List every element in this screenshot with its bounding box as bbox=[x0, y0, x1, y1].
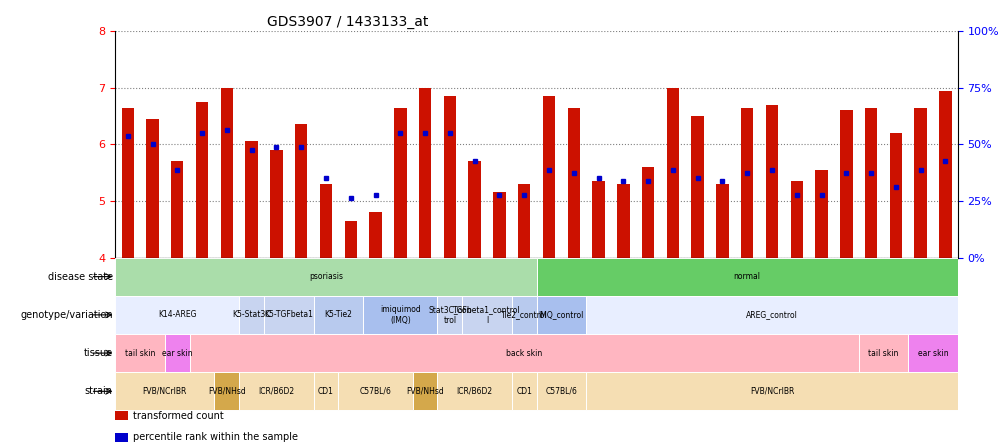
Bar bbox=[345, 221, 357, 258]
Text: Stat3C_con
trol: Stat3C_con trol bbox=[428, 305, 471, 325]
Bar bbox=[115, 258, 536, 296]
Text: K5-Stat3C: K5-Stat3C bbox=[232, 310, 271, 319]
Bar bbox=[394, 107, 406, 258]
Bar bbox=[369, 212, 382, 258]
Bar bbox=[189, 334, 858, 372]
Bar bbox=[536, 296, 585, 334]
Bar bbox=[220, 88, 232, 258]
Text: ICR/B6D2: ICR/B6D2 bbox=[259, 387, 295, 396]
Bar bbox=[889, 133, 901, 258]
Bar bbox=[815, 170, 827, 258]
Bar bbox=[914, 107, 926, 258]
Bar bbox=[171, 161, 183, 258]
Bar bbox=[536, 372, 585, 410]
Bar bbox=[468, 161, 480, 258]
Text: FVB/NHsd: FVB/NHsd bbox=[207, 387, 245, 396]
Text: tail skin: tail skin bbox=[868, 349, 898, 357]
Bar bbox=[592, 181, 604, 258]
Bar bbox=[740, 107, 753, 258]
Text: percentile rank within the sample: percentile rank within the sample bbox=[132, 432, 298, 442]
Text: AREG_control: AREG_control bbox=[745, 310, 798, 319]
Bar bbox=[245, 142, 258, 258]
Bar bbox=[295, 124, 307, 258]
Bar bbox=[239, 372, 314, 410]
Bar bbox=[314, 296, 363, 334]
Text: C57BL/6: C57BL/6 bbox=[360, 387, 391, 396]
Text: transformed count: transformed count bbox=[132, 411, 223, 420]
Bar bbox=[567, 107, 579, 258]
Text: TGFbeta1_control
l: TGFbeta1_control l bbox=[453, 305, 520, 325]
Text: CD1: CD1 bbox=[318, 387, 334, 396]
Bar bbox=[412, 372, 437, 410]
Text: Tie2_control: Tie2_control bbox=[500, 310, 547, 319]
Bar bbox=[115, 411, 127, 420]
Bar bbox=[270, 150, 283, 258]
Text: K5-TGFbeta1: K5-TGFbeta1 bbox=[265, 310, 313, 319]
Bar bbox=[536, 258, 957, 296]
Bar bbox=[517, 184, 530, 258]
Text: imiquimod
(IMQ): imiquimod (IMQ) bbox=[380, 305, 420, 325]
Text: FVB/NCrIBR: FVB/NCrIBR bbox=[749, 387, 794, 396]
Bar bbox=[239, 296, 264, 334]
Bar bbox=[616, 184, 629, 258]
Bar bbox=[164, 334, 189, 372]
Text: GDS3907 / 1433133_at: GDS3907 / 1433133_at bbox=[267, 15, 428, 29]
Text: normal: normal bbox=[733, 272, 760, 281]
Bar bbox=[437, 296, 462, 334]
Text: IMQ_control: IMQ_control bbox=[538, 310, 583, 319]
Bar bbox=[585, 372, 957, 410]
Text: genotype/variation: genotype/variation bbox=[20, 310, 113, 320]
Bar bbox=[766, 105, 778, 258]
Bar bbox=[840, 111, 852, 258]
Bar bbox=[115, 433, 127, 442]
Bar bbox=[437, 372, 511, 410]
Text: back skin: back skin bbox=[506, 349, 542, 357]
Bar bbox=[363, 296, 437, 334]
Text: K5-Tie2: K5-Tie2 bbox=[324, 310, 352, 319]
Bar bbox=[790, 181, 803, 258]
Bar bbox=[666, 88, 678, 258]
Bar bbox=[511, 296, 536, 334]
Bar bbox=[493, 192, 505, 258]
Text: FVB/NHsd: FVB/NHsd bbox=[406, 387, 444, 396]
Bar bbox=[214, 372, 239, 410]
Bar bbox=[858, 334, 908, 372]
Bar bbox=[195, 102, 208, 258]
Text: K14-AREG: K14-AREG bbox=[158, 310, 196, 319]
Text: disease state: disease state bbox=[48, 272, 113, 281]
Bar bbox=[419, 88, 431, 258]
Text: tissue: tissue bbox=[83, 348, 113, 358]
Bar bbox=[585, 296, 957, 334]
Bar bbox=[121, 107, 134, 258]
Bar bbox=[864, 107, 877, 258]
Text: FVB/NCrIBR: FVB/NCrIBR bbox=[142, 387, 187, 396]
Bar bbox=[320, 184, 332, 258]
Bar bbox=[338, 372, 412, 410]
Bar bbox=[908, 334, 957, 372]
Bar bbox=[542, 96, 555, 258]
Bar bbox=[115, 372, 214, 410]
Bar bbox=[443, 96, 456, 258]
Bar bbox=[641, 167, 653, 258]
Bar bbox=[938, 91, 951, 258]
Text: strain: strain bbox=[85, 386, 113, 396]
Text: psoriasis: psoriasis bbox=[309, 272, 343, 281]
Bar bbox=[462, 296, 511, 334]
Text: ear skin: ear skin bbox=[161, 349, 192, 357]
Text: tail skin: tail skin bbox=[125, 349, 155, 357]
Bar bbox=[146, 119, 158, 258]
Text: C57BL/6: C57BL/6 bbox=[545, 387, 577, 396]
Bar bbox=[314, 372, 338, 410]
Text: CD1: CD1 bbox=[516, 387, 532, 396]
Bar bbox=[264, 296, 314, 334]
Bar bbox=[511, 372, 536, 410]
Text: ICR/B6D2: ICR/B6D2 bbox=[456, 387, 492, 396]
Bar bbox=[715, 184, 727, 258]
Bar bbox=[690, 116, 703, 258]
Bar bbox=[115, 296, 239, 334]
Text: ear skin: ear skin bbox=[917, 349, 948, 357]
Bar bbox=[115, 334, 164, 372]
